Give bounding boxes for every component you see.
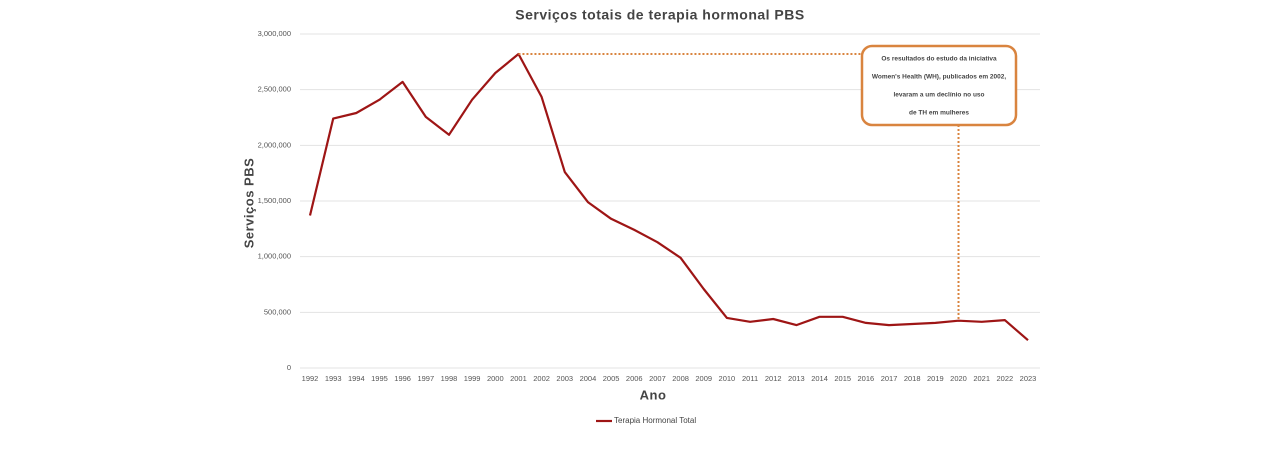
annotation-text: de TH em mulheres bbox=[909, 110, 969, 117]
x-tick-label: 2006 bbox=[626, 374, 643, 383]
x-tick-label: 2023 bbox=[1020, 374, 1037, 383]
x-tick-label: 1993 bbox=[325, 374, 342, 383]
x-tick-label: 2012 bbox=[765, 374, 782, 383]
x-tick-label: 2010 bbox=[719, 374, 736, 383]
x-tick-label: 2005 bbox=[603, 374, 620, 383]
x-tick-label: 2000 bbox=[487, 374, 504, 383]
annotation-text: Os resultados do estudo da iniciativa bbox=[881, 56, 997, 63]
legend-label: Terapia Hormonal Total bbox=[614, 416, 696, 425]
y-tick-label: 500,000 bbox=[264, 307, 291, 316]
x-tick-label: 2011 bbox=[742, 374, 758, 383]
y-tick-label: 0 bbox=[287, 363, 291, 372]
x-tick-label: 2022 bbox=[996, 374, 1013, 383]
plot-area bbox=[308, 52, 1029, 342]
annotation: Os resultados do estudo da iniciativa Wom… bbox=[518, 44, 1018, 321]
x-tick-label: 2020 bbox=[950, 374, 967, 383]
x-tick-label: 1999 bbox=[464, 374, 481, 383]
chart-title: Serviços totais de terapia hormonal PBS bbox=[515, 7, 804, 23]
y-tick-label: 1,000,000 bbox=[258, 252, 291, 261]
x-tick-label: 2003 bbox=[556, 374, 573, 383]
x-tick-label: 1998 bbox=[441, 374, 458, 383]
x-tick-label: 1997 bbox=[417, 374, 434, 383]
annotation-text: Women's Health (WH), publicados em 2002, bbox=[872, 74, 1007, 81]
x-tick-label: 1996 bbox=[394, 374, 411, 383]
annotation-box bbox=[860, 44, 1018, 127]
x-tick-label: 1992 bbox=[302, 374, 319, 383]
x-tick-label: 2008 bbox=[672, 374, 689, 383]
grid: 0 500,000 1,000,000 1,500,000 2,000,000 2,500… bbox=[258, 29, 1040, 383]
x-tick-label: 2009 bbox=[695, 374, 712, 383]
line-series bbox=[308, 52, 1029, 342]
x-tick-label: 2001 bbox=[510, 374, 527, 383]
x-tick-label: 2018 bbox=[904, 374, 921, 383]
x-tick-label: 2021 bbox=[973, 374, 990, 383]
x-tick-label: 2016 bbox=[858, 374, 875, 383]
x-tick-label: 2004 bbox=[580, 374, 597, 383]
x-tick-label: 2007 bbox=[649, 374, 666, 383]
x-tick-label: 2002 bbox=[533, 374, 550, 383]
x-tick-label: 2013 bbox=[788, 374, 805, 383]
x-tick-label: 2015 bbox=[834, 374, 851, 383]
y-axis-title: Serviços PBS bbox=[241, 158, 256, 249]
annotation-text: levaram a um declínio no uso bbox=[893, 92, 984, 99]
x-tick-label: 2017 bbox=[881, 374, 898, 383]
x-tick-label: 2019 bbox=[927, 374, 944, 383]
y-tick-label: 3,000,000 bbox=[258, 29, 291, 38]
legend: Terapia Hormonal Total bbox=[596, 416, 696, 425]
x-tick-label: 2014 bbox=[811, 374, 828, 383]
x-axis-title: Ano bbox=[640, 387, 667, 402]
y-tick-label: 2,000,000 bbox=[258, 140, 291, 149]
x-tick-label: 1994 bbox=[348, 374, 365, 383]
y-tick-label: 2,500,000 bbox=[258, 85, 291, 94]
y-tick-label: 1,500,000 bbox=[258, 196, 291, 205]
x-tick-label: 1995 bbox=[371, 374, 388, 383]
